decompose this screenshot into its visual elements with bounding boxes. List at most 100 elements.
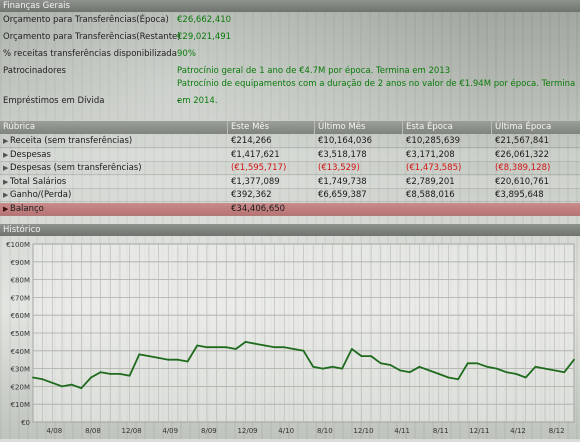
expand-arrow-icon[interactable]: ▶ — [3, 177, 9, 186]
y-tick-label: €90M — [11, 259, 30, 267]
column-divider — [227, 121, 228, 134]
col-header-this-month[interactable]: Este Mês — [231, 122, 270, 132]
table-cell: (€13,529) — [318, 163, 360, 173]
table-cell: €10,285,639 — [406, 136, 461, 146]
finance-table-header: Rúbrica Este Mês Último Mês Esta Época Ú… — [0, 121, 580, 134]
table-cell: (€8,389,128) — [495, 163, 551, 173]
x-tick-label: 12/09 — [237, 427, 257, 435]
table-cell: €1,377,089 — [231, 176, 280, 187]
expand-arrow-icon[interactable]: ▶ — [3, 150, 9, 159]
general-row-value: 90% — [177, 49, 196, 59]
table-cell: €214,266 — [231, 136, 272, 146]
data-point — [157, 357, 160, 359]
table-row-label: Ganho/(Perda) — [10, 190, 72, 200]
x-tick-label: 8/09 — [201, 427, 217, 435]
column-divider — [402, 121, 403, 134]
history-header: Histórico — [0, 224, 580, 236]
y-tick-label: €40M — [11, 348, 30, 356]
col-header-rubrica[interactable]: Rúbrica — [3, 122, 36, 132]
data-point — [138, 353, 141, 356]
general-row-value: €29,021,491 — [177, 32, 232, 42]
data-point — [148, 355, 150, 358]
general-finances-header: Finanças Gerais — [0, 0, 580, 12]
data-point — [312, 365, 315, 368]
table-cell: €21,567,841 — [495, 136, 550, 146]
y-tick-label: €80M — [11, 277, 30, 285]
data-point — [51, 381, 54, 384]
x-tick-label: 8/11 — [433, 427, 449, 435]
data-point — [515, 373, 517, 375]
y-tick-label: €10M — [11, 401, 30, 409]
table-row-label: Receita (sem transferências) — [10, 136, 133, 146]
data-point — [553, 369, 556, 372]
table-row[interactable]: ▶ Receita (sem transferências) €214,266 €10… — [0, 135, 580, 148]
data-point — [99, 371, 102, 374]
table-cell: €6,659,387 — [318, 190, 367, 200]
data-point — [573, 358, 575, 361]
data-point — [476, 362, 479, 365]
table-row-balance[interactable]: ▶ Balanço €34,406,650 — [0, 202, 580, 216]
x-tick-label: 12/08 — [122, 427, 142, 435]
history-chart: €0 €10M €20M €30M €40M €50M €60M €70M €80M €90M €1… — [0, 237, 580, 439]
general-row-value: - — [177, 96, 181, 106]
y-tick-label: €20M — [11, 383, 30, 391]
general-row-label: Patrocinadores — [3, 66, 66, 76]
data-point — [90, 376, 92, 379]
expand-arrow-icon[interactable]: ▶ — [3, 164, 9, 172]
table-cell: (€1,473,585) — [406, 163, 462, 173]
data-point — [563, 371, 566, 374]
table-row[interactable]: ▶ Ganho/(Perda) €392,362 €6,659,387 €8,588,0… — [0, 189, 580, 202]
expand-arrow-icon[interactable]: ▶ — [3, 191, 9, 199]
general-row-value: €26,662,410 — [177, 15, 232, 25]
x-tick-label: 8/12 — [549, 427, 565, 435]
col-header-last-season[interactable]: Última Época — [495, 122, 552, 132]
data-point — [379, 362, 382, 365]
data-point — [486, 365, 488, 368]
col-header-last-month[interactable]: Último Mês — [318, 122, 366, 132]
general-finances-title: Finanças Gerais — [3, 1, 70, 11]
data-point — [292, 348, 295, 350]
data-point — [225, 346, 228, 349]
data-point — [205, 346, 208, 349]
general-row-label: Orçamento para Transferências(Época) — [3, 15, 169, 25]
data-point — [196, 344, 199, 347]
data-point — [408, 371, 411, 374]
data-point — [70, 383, 73, 386]
general-row-label: Orçamento para Transferências(Restante) — [3, 32, 181, 42]
x-tick-label: 12/11 — [469, 427, 489, 435]
data-point — [399, 369, 402, 372]
general-row-value: Patrocínio geral de 1 ano de €4.7M por é… — [177, 66, 451, 76]
col-header-this-season[interactable]: Esta Época — [406, 122, 453, 132]
table-row-label: Total Salários — [10, 176, 67, 187]
general-row: Patrocinadores Patrocínio geral de 1 ano … — [0, 63, 580, 80]
data-point — [457, 378, 459, 381]
data-point — [389, 364, 392, 366]
expand-arrow-icon[interactable]: ▶ — [3, 137, 9, 145]
expand-arrow-icon[interactable]: ▶ — [3, 204, 9, 213]
table-row[interactable]: ▶ Despesas (sem transferências) (€1,595,71… — [0, 162, 580, 175]
table-cell: €8,588,016 — [406, 190, 455, 200]
table-cell: €1,749,738 — [318, 176, 367, 187]
data-point — [341, 367, 344, 370]
data-point — [418, 365, 421, 368]
y-tick-label: €60M — [11, 312, 30, 320]
data-point — [447, 376, 450, 379]
data-point — [360, 355, 363, 358]
x-tick-label: 8/08 — [85, 427, 101, 435]
data-point — [302, 349, 305, 352]
table-cell: €10,164,036 — [318, 136, 373, 146]
data-point — [263, 344, 266, 347]
table-row[interactable]: ▶ Total Salários €1,377,089 €1,749,738 €2,78… — [0, 175, 580, 189]
data-point — [244, 341, 247, 343]
data-point — [505, 371, 508, 374]
x-tick-label: 4/12 — [510, 427, 526, 435]
table-cell: €3,895,648 — [495, 190, 544, 200]
history-chart-svg: €0 €10M €20M €30M €40M €50M €60M €70M €80M €90M €1… — [6, 241, 575, 435]
x-tick-label: 12/10 — [353, 427, 373, 435]
y-tick-label: €50M — [11, 330, 30, 338]
x-tick-label: 4/10 — [278, 427, 294, 435]
data-point — [544, 367, 546, 370]
table-row[interactable]: ▶ Despesas €1,417,621 €3,518,178 €3,171,208 €… — [0, 148, 580, 162]
general-row-value: Patrocínio de equipamentos com a duração… — [177, 79, 576, 106]
data-point — [283, 346, 286, 349]
